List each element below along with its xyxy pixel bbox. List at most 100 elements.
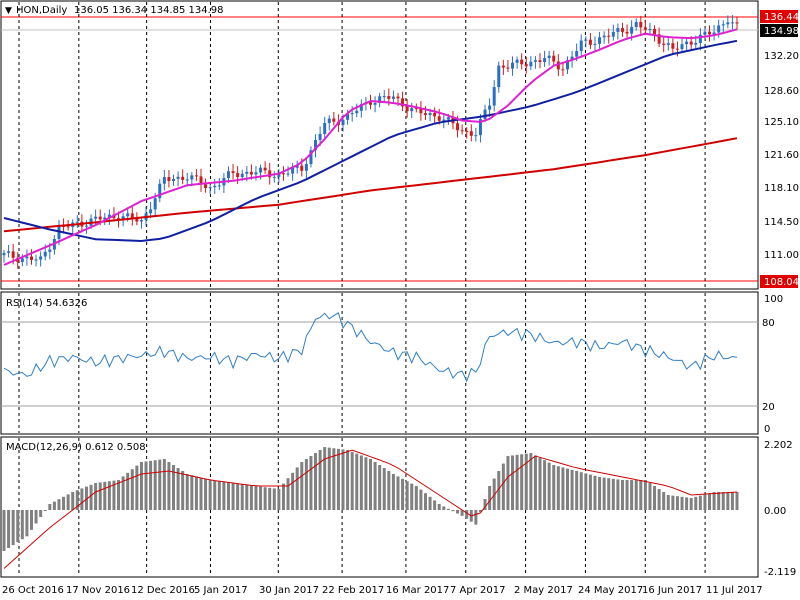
macd-bar [112,480,116,510]
macd-bar [153,460,157,510]
candle-bull [630,26,634,34]
macd-bar [7,510,11,549]
candle-bull [350,113,354,115]
macd-bar [16,510,20,543]
date-label: 2 May 2017 [514,585,573,596]
macd-bar [717,492,721,510]
candle-bull [84,225,88,227]
candle-bull [20,258,24,263]
collapse-arrow-icon[interactable]: ▼ [5,6,12,16]
macd-bar [552,465,556,510]
price-axis: 132.20 128.60 125.10 121.60 118.10 114.5… [764,51,799,261]
candle-bear [236,173,240,178]
macd-bar [286,478,290,510]
macd-tick-zero: 0.00 [764,506,786,517]
ma-fast-line [3,28,738,266]
macd-bar [533,455,537,510]
marker-label-high-bg [760,10,798,23]
macd-bar [437,504,441,510]
candle-bull [254,172,258,175]
candle-bull [2,252,6,256]
macd-bar [382,468,386,510]
candle-bear [405,106,409,112]
candle-bull [39,256,43,260]
candle-bear [625,31,629,34]
candle-bear [689,41,693,45]
candle-bull [446,117,450,120]
candle-bull [355,110,359,114]
candle-bull [694,43,698,45]
candle-bull [717,25,721,33]
macd-bar [561,467,565,510]
macd-bar [277,489,281,510]
macd-histogram [2,447,739,551]
price-candles [2,15,739,269]
macd-bar [451,510,455,512]
candle-bull [346,114,350,120]
macd-bar [639,480,643,510]
candle-bull [107,214,111,218]
macd-bar [94,483,98,510]
candle-bull [488,105,492,110]
macd-bar [135,465,139,510]
candle-bull [7,251,11,253]
candle-bear [396,96,400,99]
candle-bear [708,31,712,35]
candle-bear [387,96,391,99]
marker-label-close-bg [760,24,798,37]
candle-bull [185,179,189,181]
macd-bar [309,456,313,510]
macd-bar [222,481,226,510]
macd-bar [226,482,230,510]
macd-bar [547,462,551,510]
macd-bar [653,486,657,510]
date-label: 22 Feb 2017 [322,585,384,596]
candle-bear [556,61,560,70]
candle-bull [584,39,588,41]
candle-bull [511,62,515,69]
macd-bar [694,496,698,510]
ma-mid-line [3,39,738,243]
macd-tick-top: 2.202 [764,440,793,451]
macd-bar [254,486,258,510]
macd-bar [456,510,460,514]
marker-label-close: 134.98 [764,26,799,37]
candle-bear [332,118,336,122]
macd-bar [11,510,15,546]
macd-bar [240,484,244,510]
candle-bear [456,123,460,131]
candle-bear [249,171,253,175]
candle-bull [217,185,221,187]
macd-bar [579,472,583,510]
macd-bar [657,489,661,510]
candle-bear [281,173,285,175]
candle-bull [721,24,725,26]
macd-bar [259,486,263,510]
candle-bear [204,184,208,189]
rsi-tick-0: 0 [764,424,770,435]
macd-bar [529,453,533,510]
macd-bar [570,469,574,510]
macd-bar [48,504,52,510]
macd-bar [611,478,615,510]
macd-bar [373,462,377,510]
macd-bar [465,510,469,519]
candle-bear [423,113,427,115]
candle-bear [662,43,666,45]
macd-bar [625,480,629,510]
macd-bar [712,492,716,510]
candle-bull [602,35,606,38]
macd-bar [419,489,423,510]
candle-bull [648,28,652,30]
macd-bar [176,468,180,510]
macd-bar [662,492,666,510]
macd-bar [39,510,43,518]
macd-bar [249,485,253,510]
candle-bear [29,256,33,260]
candle-bear [675,48,679,50]
price-tick: 125.10 [764,117,799,128]
candle-bull [410,108,414,112]
candle-bull [103,217,107,220]
macd-bar [355,453,359,510]
macd-bar [117,480,121,510]
